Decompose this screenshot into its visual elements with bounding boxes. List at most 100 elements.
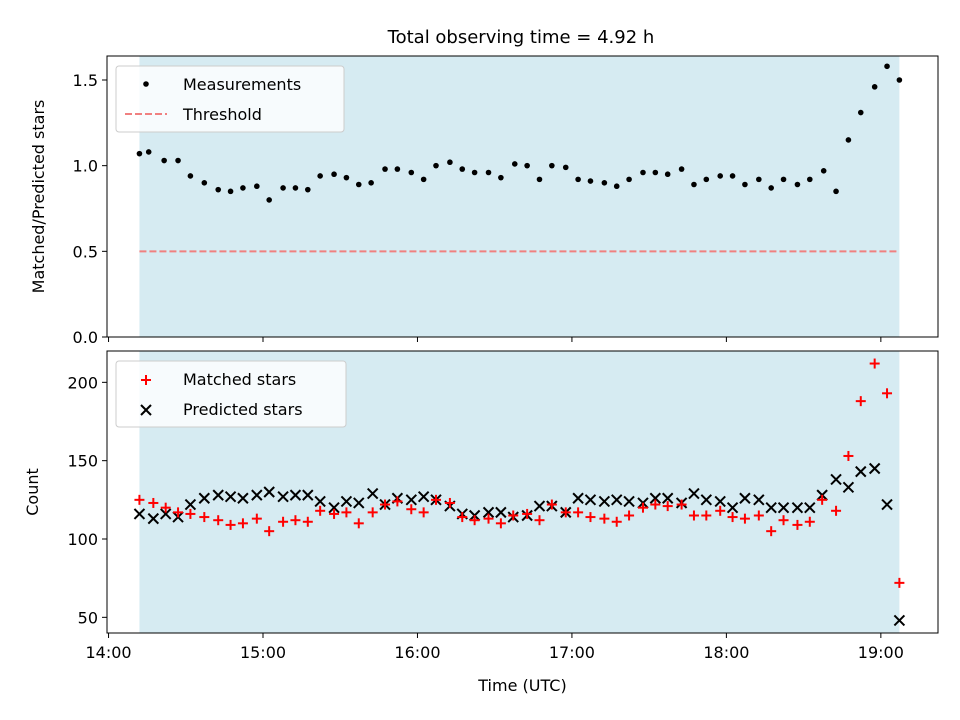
predicted-point [700, 494, 713, 506]
predicted-point [649, 492, 662, 504]
x-b [340, 495, 353, 508]
x-b [753, 494, 765, 506]
matched-point [534, 515, 545, 526]
bottom-panel-axes: 14:00 15:00 16:00 17:00 18:00 19:00 50 100 150 20… [67, 373, 903, 662]
measurement-point [729, 173, 736, 179]
matched-point [676, 499, 687, 510]
matched-point [353, 518, 364, 529]
predicted-point [855, 465, 867, 478]
x-b [533, 500, 546, 512]
figure-title: Total observing time = 4.92 h [387, 27, 655, 48]
measurement-point [280, 185, 286, 191]
matched-point [792, 519, 803, 530]
matched-point [766, 526, 777, 537]
predicted-point [417, 490, 430, 503]
predicted-point [482, 506, 495, 519]
predicted-point [340, 495, 353, 508]
matched-point [148, 497, 159, 508]
matched-point [431, 494, 442, 505]
measurement-point [187, 173, 194, 179]
x-b [184, 498, 197, 511]
legend-measurements-label: Measurements [183, 75, 301, 94]
matched-point [778, 515, 789, 526]
measurement-point [524, 162, 530, 169]
x-b [366, 487, 379, 500]
matched-point [624, 510, 635, 521]
measurement-point [884, 63, 890, 70]
measurement-point [433, 162, 439, 169]
matched-point [457, 512, 468, 523]
measurement-point [613, 183, 620, 190]
predicted-point [753, 494, 765, 506]
predicted-point [184, 498, 197, 511]
x-b [584, 494, 597, 506]
x-tick-label: 15:00 [240, 643, 286, 662]
predicted-point [353, 497, 365, 509]
matched-point [302, 516, 313, 527]
predicted-point [791, 501, 804, 514]
predicted-point [688, 487, 700, 500]
y-tick-label: 1.0 [73, 157, 98, 176]
x-b [314, 495, 326, 508]
predicted-point [314, 495, 326, 508]
bottom-legend: Matched stars Predicted stars [115, 360, 347, 428]
measurement-point [136, 150, 143, 157]
matched-point [160, 502, 171, 513]
x-b [405, 494, 417, 506]
measurement-point [498, 174, 504, 181]
y-axis-label-count: Count [23, 468, 42, 516]
y-tick-label: 1.5 [73, 71, 98, 90]
predicted-point [661, 492, 674, 504]
x-b [881, 498, 893, 511]
predicted-point [572, 492, 584, 504]
x-b [572, 492, 584, 504]
matched-point [134, 494, 145, 505]
matched-point [739, 513, 750, 524]
predicted-point [598, 495, 611, 508]
measurement-point [640, 169, 646, 176]
legend-matched-marker [141, 375, 151, 385]
measurement-point [871, 84, 878, 90]
matched-point [237, 518, 248, 529]
measurement-point [691, 181, 697, 188]
predicted-point [765, 501, 777, 514]
matched-point [483, 513, 494, 524]
measurement-point [575, 176, 581, 183]
top-panel-frame [106, 55, 939, 338]
measurement-point [794, 181, 801, 188]
matched-point [637, 502, 648, 513]
measurement-point [857, 109, 864, 116]
x-b [649, 492, 662, 504]
matched-point [469, 515, 480, 526]
matched-point [599, 513, 610, 524]
matched-point [495, 518, 506, 529]
measurement-point [447, 159, 453, 166]
matched-point [611, 516, 622, 527]
matched-point [855, 396, 866, 407]
x-b [700, 494, 713, 506]
matched-point [701, 510, 712, 521]
legend-x [140, 404, 152, 416]
measurement-point [254, 183, 260, 190]
matched-point [290, 515, 301, 526]
measurement-point [717, 173, 724, 179]
y-tick-label: 200 [67, 373, 98, 392]
measurement-point [215, 186, 222, 193]
measurement-point [806, 176, 813, 183]
x-b [739, 492, 751, 504]
predicted-point [623, 495, 635, 508]
measurement-point [678, 166, 685, 172]
x-b [147, 512, 160, 525]
x-b [133, 508, 146, 520]
predicted-point [198, 492, 211, 504]
measurement-point [820, 167, 827, 174]
measurement-point [471, 169, 478, 176]
matched-point [662, 501, 673, 512]
legend-box [115, 65, 345, 133]
predicted-point [611, 494, 623, 506]
predicted-point [584, 494, 597, 506]
x-b [611, 494, 623, 506]
matched-point [185, 508, 196, 519]
measurement-point [408, 169, 415, 176]
